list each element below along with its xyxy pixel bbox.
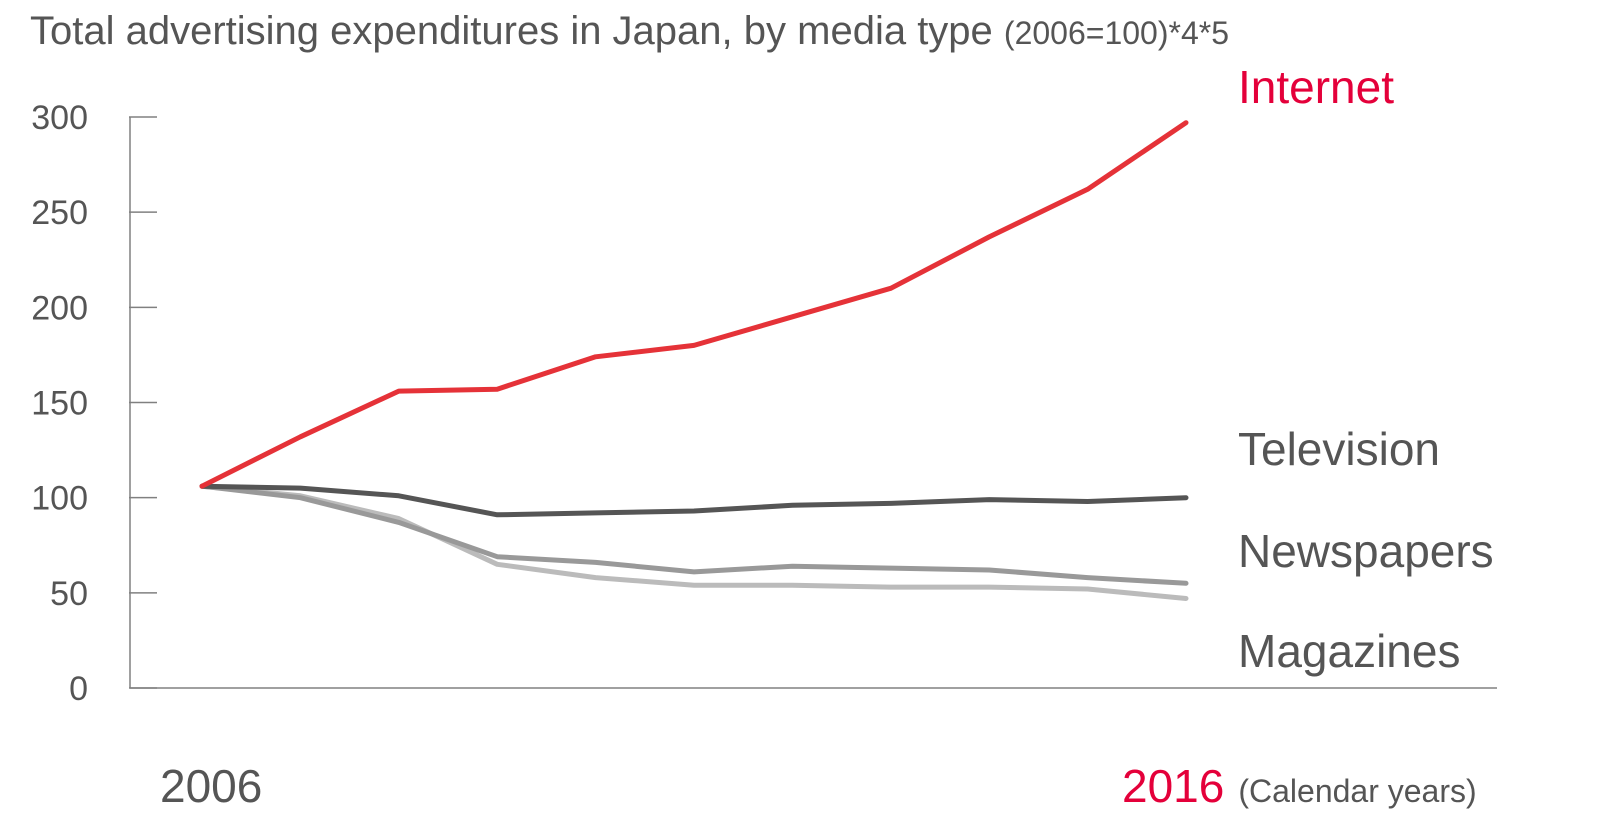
- y-tick-label: 0: [69, 670, 88, 708]
- x-axis-unit: (Calendar years): [1238, 773, 1476, 809]
- chart-title: Total advertising expenditures in Japan,…: [30, 9, 1229, 53]
- y-tick-label: 200: [31, 289, 88, 327]
- x-axis-end-label: 2016 (Calendar years): [1122, 760, 1477, 812]
- series-line-magazines: [199, 483, 1189, 601]
- series-labels: Internet Television Newspapers Magazines: [1238, 61, 1494, 677]
- x-tick-end: 2016: [1122, 760, 1224, 812]
- series-line-newspapers: [199, 483, 1189, 586]
- axes: [129, 117, 1497, 689]
- series-lines: [199, 120, 1189, 601]
- series-label-television: Television: [1238, 423, 1440, 475]
- x-tick-start: 2006: [160, 760, 262, 812]
- series-label-newspapers: Newspapers: [1238, 525, 1494, 577]
- y-axis-ticks: 0 50 100 150 200 250 300: [31, 99, 157, 708]
- y-tick-label: 300: [31, 99, 88, 137]
- y-tick-label: 50: [50, 575, 88, 613]
- y-tick-label: 150: [31, 385, 88, 423]
- series-line-internet: [199, 120, 1189, 489]
- series-label-magazines: Magazines: [1238, 625, 1460, 677]
- series-label-internet: Internet: [1238, 61, 1394, 113]
- series-line-television: [199, 483, 1189, 518]
- y-tick-label: 250: [31, 194, 88, 232]
- y-tick-label: 100: [31, 480, 88, 518]
